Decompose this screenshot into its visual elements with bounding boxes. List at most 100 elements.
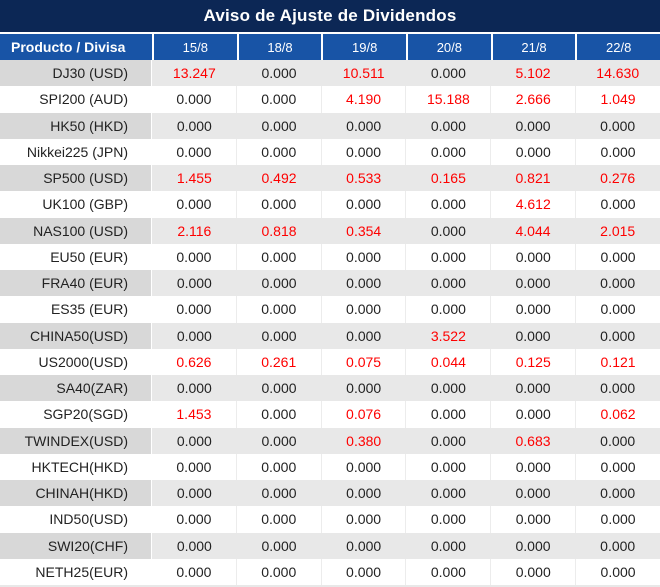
value-cell: 0.075 bbox=[320, 348, 406, 375]
table-row: TWINDEX(USD) 0.000 0.000 0.380 0.000 0.6… bbox=[0, 427, 660, 454]
value-cell: 0.000 bbox=[405, 558, 490, 585]
product-label: UK100 (GBP) bbox=[0, 191, 152, 218]
table-row: IND50(USD) 0.000 0.000 0.000 0.000 0.000… bbox=[0, 506, 660, 533]
product-label: SWI20(CHF) bbox=[0, 532, 152, 559]
table-row: UK100 (GBP) 0.000 0.000 0.000 0.000 4.61… bbox=[0, 191, 660, 218]
value-cell: 0.000 bbox=[261, 432, 297, 449]
value-cell: 0.354 bbox=[346, 222, 382, 239]
value-cell: 0.000 bbox=[405, 191, 490, 218]
value-cell: 0.000 bbox=[515, 117, 551, 134]
value-cell: 0.000 bbox=[235, 296, 321, 323]
value-cell: 0.000 bbox=[176, 432, 212, 449]
value-cell: 0.000 bbox=[515, 485, 551, 502]
value-cell: 4.612 bbox=[490, 191, 575, 218]
table-row: SPI200 (AUD) 0.000 0.000 4.190 15.188 2.… bbox=[0, 86, 660, 113]
product-label: SA40(ZAR) bbox=[0, 375, 152, 402]
value-cell: 0.000 bbox=[490, 453, 575, 480]
value-cell: 0.000 bbox=[600, 275, 636, 292]
value-cell: 0.000 bbox=[575, 191, 660, 218]
value-cell: 0.121 bbox=[575, 348, 660, 375]
header-cell-product: Producto / Divisa bbox=[11, 39, 126, 55]
value-cell: 0.000 bbox=[405, 243, 490, 270]
product-label: EU50 (EUR) bbox=[0, 243, 152, 270]
value-cell: 0.165 bbox=[430, 170, 466, 187]
table-row: US2000(USD) 0.626 0.261 0.075 0.044 0.12… bbox=[0, 348, 660, 375]
title-bar: Aviso de Ajuste de Dividendos bbox=[0, 0, 660, 32]
header-cell-date-19-8: 19/8 bbox=[321, 34, 406, 60]
header-cell-date-15-8: 15/8 bbox=[152, 34, 237, 60]
value-cell: 5.102 bbox=[515, 65, 551, 82]
value-cell: 0.000 bbox=[515, 380, 551, 397]
value-cell: 0.000 bbox=[575, 453, 660, 480]
value-cell: 0.000 bbox=[235, 138, 321, 165]
value-cell: 0.000 bbox=[490, 401, 575, 428]
value-cell: 0.000 bbox=[600, 537, 636, 554]
value-cell: 0.000 bbox=[430, 380, 466, 397]
header-cell-date-18-8: 18/8 bbox=[236, 34, 322, 60]
value-cell: 0.000 bbox=[235, 401, 321, 428]
value-cell: 0.626 bbox=[176, 353, 212, 370]
page-title: Aviso de Ajuste de Dividendos bbox=[203, 6, 457, 25]
value-cell: 4.044 bbox=[515, 222, 551, 239]
product-label: CHINAH(HKD) bbox=[0, 480, 152, 507]
product-label: US2000(USD) bbox=[0, 348, 152, 375]
value-cell: 0.000 bbox=[261, 275, 297, 292]
value-cell: 0.000 bbox=[176, 275, 212, 292]
product-label: CHINA50(USD) bbox=[0, 322, 152, 349]
table-row: HKTECH(HKD) 0.000 0.000 0.000 0.000 0.00… bbox=[0, 453, 660, 480]
value-cell: 0.533 bbox=[346, 170, 382, 187]
value-cell: 0.000 bbox=[515, 327, 551, 344]
table-row: NETH25(EUR) 0.000 0.000 0.000 0.000 0.00… bbox=[0, 558, 660, 585]
table-row: NAS100 (USD) 2.116 0.818 0.354 0.000 4.0… bbox=[0, 217, 660, 244]
product-label: IND50(USD) bbox=[0, 506, 152, 533]
value-cell: 0.380 bbox=[346, 432, 382, 449]
value-cell: 0.821 bbox=[515, 170, 551, 187]
value-cell: 13.247 bbox=[172, 65, 216, 82]
table-row: SGP20(SGD) 1.453 0.000 0.076 0.000 0.000… bbox=[0, 401, 660, 428]
header-cell-date-20-8: 20/8 bbox=[406, 34, 491, 60]
value-cell: 0.000 bbox=[320, 191, 406, 218]
value-cell: 0.000 bbox=[346, 537, 382, 554]
product-label: NAS100 (USD) bbox=[0, 217, 152, 244]
table-row: SP500 (USD) 1.455 0.492 0.533 0.165 0.82… bbox=[0, 165, 660, 192]
value-cell: 0.125 bbox=[490, 348, 575, 375]
value-cell: 0.000 bbox=[575, 296, 660, 323]
product-label: DJ30 (USD) bbox=[0, 60, 152, 87]
value-cell: 0.000 bbox=[346, 275, 382, 292]
value-cell: 0.000 bbox=[430, 222, 466, 239]
value-cell: 0.000 bbox=[430, 432, 466, 449]
value-cell: 0.000 bbox=[575, 558, 660, 585]
value-cell: 0.000 bbox=[346, 380, 382, 397]
value-cell: 0.000 bbox=[176, 327, 212, 344]
value-cell: 0.000 bbox=[176, 380, 212, 397]
value-cell: 0.000 bbox=[320, 296, 406, 323]
table-row: EU50 (EUR) 0.000 0.000 0.000 0.000 0.000… bbox=[0, 243, 660, 270]
value-cell: 0.000 bbox=[261, 327, 297, 344]
table-body: DJ30 (USD) 13.247 0.000 10.511 0.000 5.1… bbox=[0, 60, 660, 585]
value-cell: 2.666 bbox=[490, 86, 575, 113]
value-cell: 0.000 bbox=[176, 196, 212, 213]
product-label: SP500 (USD) bbox=[0, 165, 152, 192]
value-cell: 3.522 bbox=[430, 327, 466, 344]
value-cell: 0.261 bbox=[235, 348, 321, 375]
value-cell: 0.000 bbox=[235, 243, 321, 270]
value-cell: 0.000 bbox=[261, 117, 297, 134]
table-row: SWI20(CHF) 0.000 0.000 0.000 0.000 0.000… bbox=[0, 532, 660, 559]
value-cell: 0.000 bbox=[346, 117, 382, 134]
value-cell: 0.000 bbox=[575, 506, 660, 533]
value-cell: 0.000 bbox=[405, 296, 490, 323]
value-cell: 0.000 bbox=[176, 563, 212, 580]
value-cell: 0.000 bbox=[405, 453, 490, 480]
value-cell: 0.044 bbox=[405, 348, 490, 375]
table-row: ES35 (EUR) 0.000 0.000 0.000 0.000 0.000… bbox=[0, 296, 660, 323]
value-cell: 0.000 bbox=[600, 485, 636, 502]
table-row: SA40(ZAR) 0.000 0.000 0.000 0.000 0.000 … bbox=[0, 375, 660, 402]
value-cell: 0.076 bbox=[320, 401, 406, 428]
product-label: ES35 (EUR) bbox=[0, 296, 152, 323]
value-cell: 15.188 bbox=[405, 86, 490, 113]
table-row: CHINAH(HKD) 0.000 0.000 0.000 0.000 0.00… bbox=[0, 480, 660, 507]
value-cell: 0.000 bbox=[490, 506, 575, 533]
table-row: DJ30 (USD) 13.247 0.000 10.511 0.000 5.1… bbox=[0, 60, 660, 87]
value-cell: 0.000 bbox=[320, 558, 406, 585]
value-cell: 1.453 bbox=[176, 406, 212, 423]
